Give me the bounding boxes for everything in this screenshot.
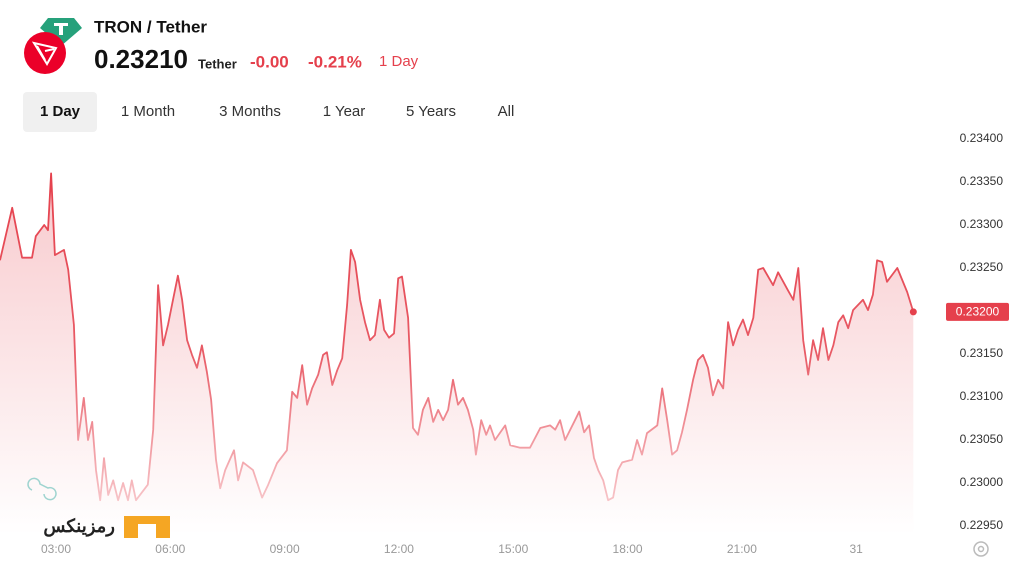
y-tick-label: 0.23250 (960, 260, 1004, 274)
range-button[interactable]: 3 Months (219, 103, 281, 120)
current-price-badge (946, 302, 1009, 321)
y-tick-label: 0.23000 (960, 475, 1004, 489)
y-tick-label: 0.23100 (960, 389, 1004, 403)
x-tick-label: 09:00 (270, 542, 300, 556)
y-tick-label: 0.23300 (960, 217, 1004, 231)
y-tick-label: 0.22950 (960, 518, 1004, 532)
x-tick-label: 31 (849, 542, 863, 556)
active-range-bg (23, 92, 97, 132)
range-button[interactable]: 5 Years (406, 103, 456, 120)
coin-icons (24, 18, 82, 74)
watermark-text: رمزینکس (43, 516, 115, 537)
settings-icon[interactable] (973, 541, 989, 557)
y-tick-label: 0.23050 (960, 432, 1004, 446)
change: -0.00 (250, 52, 289, 71)
change-percent: -0.21% (308, 52, 362, 71)
x-tick-label: 15:00 (498, 542, 528, 556)
plot: 0.22950 0.23000 0.23050 0.23100 0.23150 0.232… (0, 131, 1009, 556)
change-period: 1 Day (379, 53, 419, 70)
y-tick-label: 0.23150 (960, 346, 1004, 360)
range-button[interactable]: 1 Month (121, 103, 175, 120)
y-tick-label: 0.23400 (960, 131, 1004, 145)
quote-unit: Tether (198, 56, 237, 71)
watermark: رمزینکس (27, 477, 170, 538)
current-price-label: 0.23200 (956, 305, 1000, 319)
pair-title: TRON / Tether (94, 17, 207, 36)
range-buttons: 1 Day 1 Month 3 Months 1 Year 5 Years All (40, 103, 514, 120)
range-button[interactable]: 1 Year (323, 103, 366, 120)
x-tick-label: 06:00 (155, 542, 185, 556)
x-tick-label: 21:00 (727, 542, 757, 556)
last-point (909, 308, 917, 316)
range-button[interactable]: All (498, 103, 515, 120)
range-button[interactable]: 1 Day (40, 103, 81, 120)
x-tick-label: 12:00 (384, 542, 414, 556)
y-tick-label: 0.23350 (960, 174, 1004, 188)
x-tick-label: 18:00 (613, 542, 643, 556)
x-tick-label: 03:00 (41, 542, 71, 556)
price-area (0, 173, 914, 535)
price-line (0, 172, 915, 502)
price: 0.23210 (94, 44, 188, 74)
